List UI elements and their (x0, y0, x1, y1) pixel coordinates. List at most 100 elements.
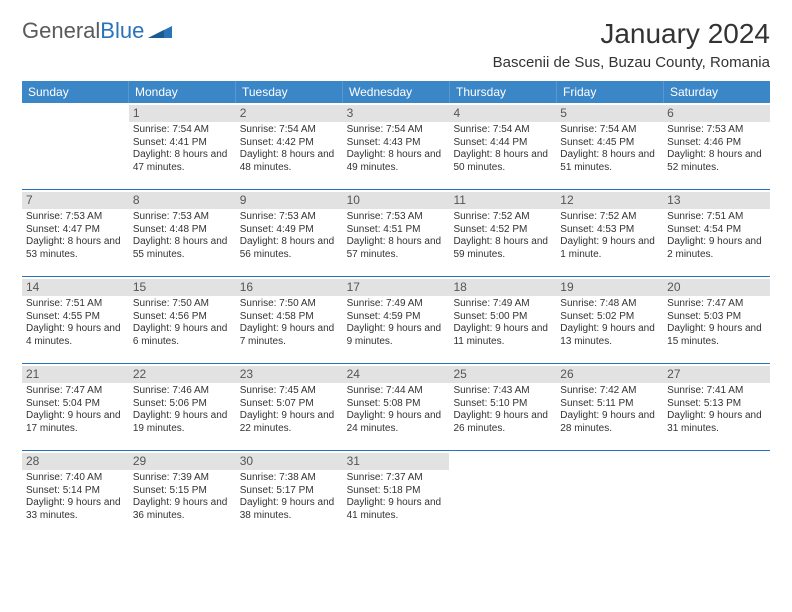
daylight-text: Daylight: 9 hours and 19 minutes. (133, 410, 232, 435)
daylight-text: Daylight: 9 hours and 33 minutes. (26, 497, 125, 522)
day-cell: 13 Sunrise: 7:51 AMSunset: 4:54 PMDayligh… (663, 190, 770, 276)
day-cell: 30Sunrise: 7:38 AMSunset: 5:17 PMDayligh… (236, 451, 343, 537)
day-cell: 29Sunrise: 7:39 AMSunset: 5:15 PMDayligh… (129, 451, 236, 537)
sunset-text: Sunset: 4:49 PM (240, 224, 339, 237)
day-number: 31 (343, 453, 450, 470)
sunset-text: Sunset: 4:42 PM (240, 137, 339, 150)
day-number: 19 (556, 279, 663, 296)
sunrise-text: Sunrise: 7:51 AM (26, 298, 125, 311)
daylight-text: Daylight: 8 hours and 55 minutes. (133, 236, 232, 261)
daylight-text: Daylight: 9 hours and 22 minutes. (240, 410, 339, 435)
sunset-text: Sunset: 4:52 PM (453, 224, 552, 237)
daylight-text: Daylight: 9 hours and 6 minutes. (133, 323, 232, 348)
daylight-text: Daylight: 9 hours and 2 minutes. (667, 236, 766, 261)
sunset-text: Sunset: 4:41 PM (133, 137, 232, 150)
sunrise-text: Sunrise: 7:45 AM (240, 385, 339, 398)
sunrise-text: Sunrise: 7:53 AM (133, 211, 232, 224)
calendar: Sunday Monday Tuesday Wednesday Thursday… (22, 81, 770, 537)
sunset-text: Sunset: 5:06 PM (133, 398, 232, 411)
day-cell: 21Sunrise: 7:47 AMSunset: 5:04 PMDayligh… (22, 364, 129, 450)
weeks-container: 1Sunrise: 7:54 AMSunset: 4:41 PMDaylight… (22, 103, 770, 537)
sunrise-text: Sunrise: 7:54 AM (347, 124, 446, 137)
day-cell: 16Sunrise: 7:50 AMSunset: 4:58 PMDayligh… (236, 277, 343, 363)
sunrise-text: Sunrise: 7:51 AM (667, 211, 766, 224)
day-cell: 3Sunrise: 7:54 AMSunset: 4:43 PMDaylight… (343, 103, 450, 189)
dayname-thu: Thursday (450, 81, 557, 103)
sunrise-text: Sunrise: 7:54 AM (560, 124, 659, 137)
day-cell: 27Sunrise: 7:41 AMSunset: 5:13 PMDayligh… (663, 364, 770, 450)
day-number: 13 (663, 192, 770, 209)
day-number: 8 (129, 192, 236, 209)
dayname-sun: Sunday (22, 81, 129, 103)
dayname-row: Sunday Monday Tuesday Wednesday Thursday… (22, 81, 770, 103)
day-number: 4 (449, 105, 556, 122)
daylight-text: Daylight: 9 hours and 24 minutes. (347, 410, 446, 435)
dayname-fri: Friday (557, 81, 664, 103)
sunset-text: Sunset: 5:18 PM (347, 485, 446, 498)
daylight-text: Daylight: 9 hours and 4 minutes. (26, 323, 125, 348)
sunrise-text: Sunrise: 7:53 AM (347, 211, 446, 224)
daylight-text: Daylight: 9 hours and 17 minutes. (26, 410, 125, 435)
daylight-text: Daylight: 9 hours and 1 minute. (560, 236, 659, 261)
day-number: 17 (343, 279, 450, 296)
sunset-text: Sunset: 4:45 PM (560, 137, 659, 150)
day-cell: 12Sunrise: 7:52 AMSunset: 4:53 PMDayligh… (556, 190, 663, 276)
sunrise-text: Sunrise: 7:49 AM (453, 298, 552, 311)
day-cell: 11Sunrise: 7:52 AMSunset: 4:52 PMDayligh… (449, 190, 556, 276)
day-cell (556, 451, 663, 537)
sunrise-text: Sunrise: 7:39 AM (133, 472, 232, 485)
sunrise-text: Sunrise: 7:53 AM (667, 124, 766, 137)
sunrise-text: Sunrise: 7:41 AM (667, 385, 766, 398)
day-cell: 8Sunrise: 7:53 AMSunset: 4:48 PMDaylight… (129, 190, 236, 276)
sunset-text: Sunset: 4:59 PM (347, 311, 446, 324)
sunset-text: Sunset: 5:11 PM (560, 398, 659, 411)
daylight-text: Daylight: 8 hours and 49 minutes. (347, 149, 446, 174)
sunset-text: Sunset: 5:10 PM (453, 398, 552, 411)
day-number: 28 (22, 453, 129, 470)
sunset-text: Sunset: 4:43 PM (347, 137, 446, 150)
daylight-text: Daylight: 9 hours and 9 minutes. (347, 323, 446, 348)
sunset-text: Sunset: 5:14 PM (26, 485, 125, 498)
dayname-mon: Monday (129, 81, 236, 103)
sunrise-text: Sunrise: 7:44 AM (347, 385, 446, 398)
sunset-text: Sunset: 5:03 PM (667, 311, 766, 324)
day-number: 21 (22, 366, 129, 383)
daylight-text: Daylight: 9 hours and 31 minutes. (667, 410, 766, 435)
daylight-text: Daylight: 9 hours and 36 minutes. (133, 497, 232, 522)
day-cell: 5Sunrise: 7:54 AMSunset: 4:45 PMDaylight… (556, 103, 663, 189)
sunset-text: Sunset: 4:54 PM (667, 224, 766, 237)
sunrise-text: Sunrise: 7:53 AM (240, 211, 339, 224)
sunrise-text: Sunrise: 7:43 AM (453, 385, 552, 398)
daylight-text: Daylight: 9 hours and 41 minutes. (347, 497, 446, 522)
day-number: 6 (663, 105, 770, 122)
sunset-text: Sunset: 5:02 PM (560, 311, 659, 324)
day-number: 9 (236, 192, 343, 209)
sunrise-text: Sunrise: 7:47 AM (667, 298, 766, 311)
sunset-text: Sunset: 5:00 PM (453, 311, 552, 324)
day-number: 24 (343, 366, 450, 383)
sunset-text: Sunset: 5:07 PM (240, 398, 339, 411)
sunrise-text: Sunrise: 7:40 AM (26, 472, 125, 485)
day-number: 18 (449, 279, 556, 296)
daylight-text: Daylight: 8 hours and 47 minutes. (133, 149, 232, 174)
day-number: 16 (236, 279, 343, 296)
day-number: 7 (22, 192, 129, 209)
sunrise-text: Sunrise: 7:48 AM (560, 298, 659, 311)
sunrise-text: Sunrise: 7:47 AM (26, 385, 125, 398)
sunrise-text: Sunrise: 7:54 AM (240, 124, 339, 137)
day-cell: 10Sunrise: 7:53 AMSunset: 4:51 PMDayligh… (343, 190, 450, 276)
day-cell: 19 Sunrise: 7:48 AMSunset: 5:02 PMDayligh… (556, 277, 663, 363)
sunset-text: Sunset: 4:56 PM (133, 311, 232, 324)
sunrise-text: Sunrise: 7:52 AM (560, 211, 659, 224)
title-block: January 2024 Bascenii de Sus, Buzau Coun… (493, 18, 770, 71)
day-number: 5 (556, 105, 663, 122)
daylight-text: Daylight: 8 hours and 56 minutes. (240, 236, 339, 261)
day-cell (449, 451, 556, 537)
daylight-text: Daylight: 9 hours and 7 minutes. (240, 323, 339, 348)
day-cell: 14Sunrise: 7:51 AMSunset: 4:55 PMDayligh… (22, 277, 129, 363)
week-row: 28Sunrise: 7:40 AMSunset: 5:14 PMDayligh… (22, 451, 770, 537)
sunset-text: Sunset: 4:44 PM (453, 137, 552, 150)
daylight-text: Daylight: 9 hours and 15 minutes. (667, 323, 766, 348)
month-title: January 2024 (493, 18, 770, 50)
daylight-text: Daylight: 9 hours and 13 minutes. (560, 323, 659, 348)
